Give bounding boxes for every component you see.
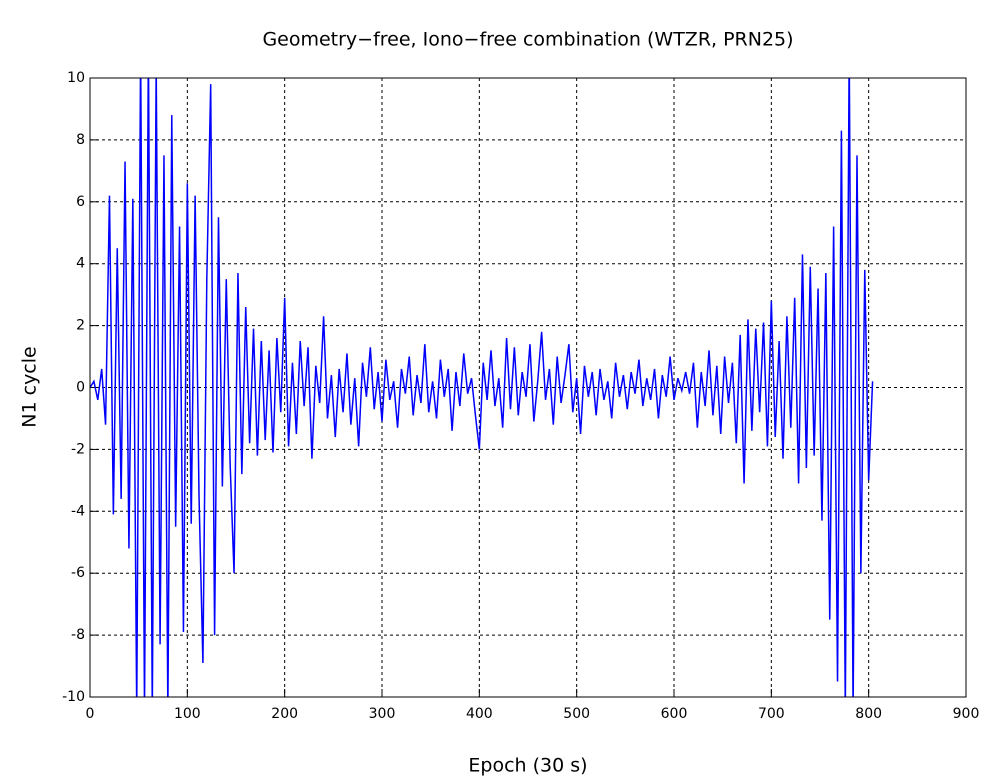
x-tick-label: 700 — [758, 706, 785, 722]
y-axis-label: N1 cycle — [19, 346, 41, 427]
y-tick-label: 4 — [76, 256, 85, 272]
x-tick-label: 100 — [174, 706, 201, 722]
x-tick-label: 400 — [466, 706, 493, 722]
y-tick-label: 8 — [76, 132, 85, 148]
x-tick-label: 800 — [855, 706, 882, 722]
y-tick-label: -8 — [71, 627, 85, 643]
y-tick-label: -4 — [71, 503, 85, 519]
x-axis-label: Epoch (30 s) — [468, 755, 587, 777]
x-tick-label: 0 — [86, 706, 95, 722]
data-line — [90, 78, 874, 697]
y-tick-label: -10 — [62, 689, 85, 705]
x-tick-label: 300 — [369, 706, 396, 722]
x-tick-label: 200 — [271, 706, 298, 722]
x-tick-label: 900 — [953, 706, 980, 722]
y-tick-label: 2 — [76, 318, 85, 334]
y-tick-label: 6 — [76, 194, 85, 210]
x-tick-label: 600 — [661, 706, 688, 722]
y-tick-label: 10 — [67, 70, 85, 86]
chart-title: Geometry−free, Iono−free combination (WT… — [262, 29, 793, 51]
y-tick-label: 0 — [76, 380, 85, 396]
plot-frame — [89, 77, 967, 698]
y-tick-label: -2 — [71, 441, 85, 457]
y-tick-label: -6 — [71, 565, 85, 581]
x-tick-label: 500 — [563, 706, 590, 722]
